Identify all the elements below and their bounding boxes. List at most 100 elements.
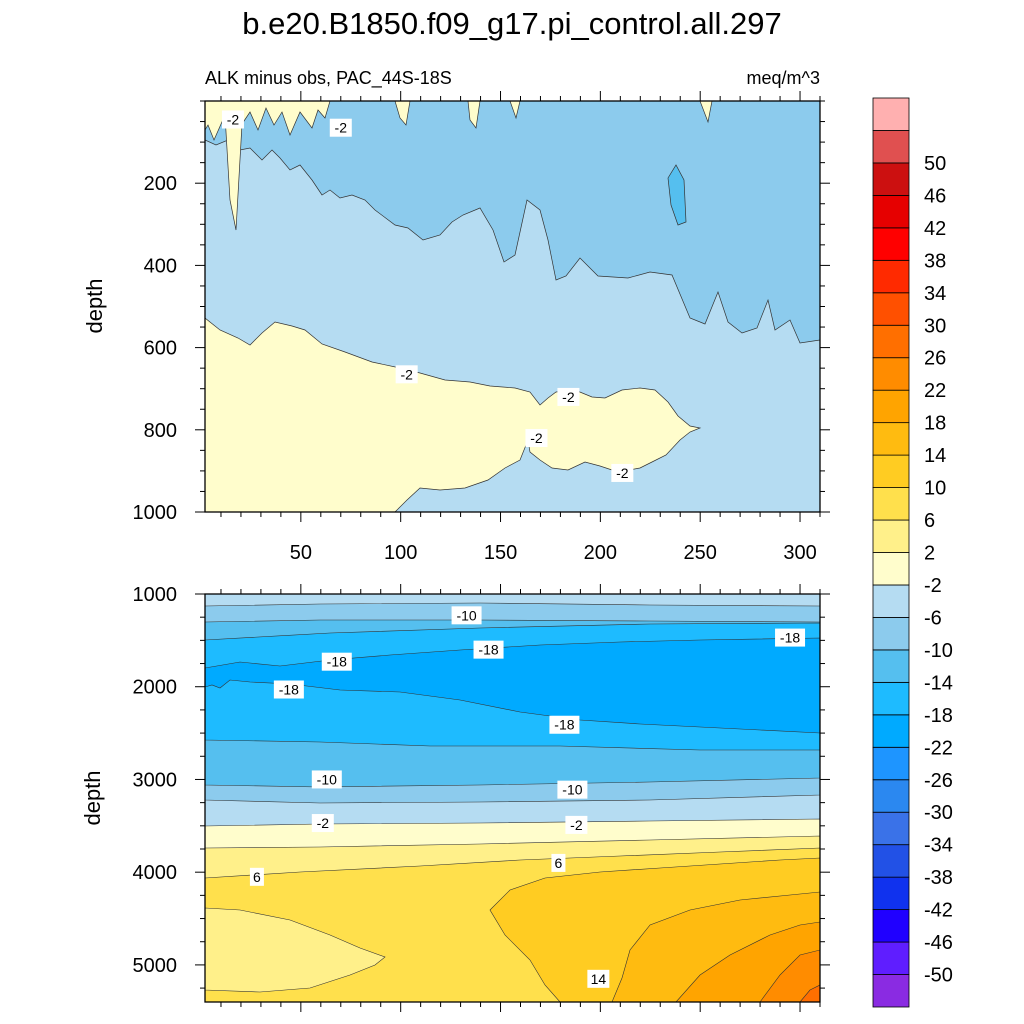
colorbar-swatch xyxy=(872,194,910,229)
colorbar-label: -22 xyxy=(924,737,953,759)
contour-label-box xyxy=(525,429,548,448)
upper-y-axis-label: depth xyxy=(82,278,107,333)
colorbar-label: 42 xyxy=(924,218,946,240)
x-tick-label: 300 xyxy=(783,542,816,564)
upper-contour-labels: -2 -2 -2 -2 -2 -2 xyxy=(221,110,634,482)
contour-label-text: -2 xyxy=(227,111,240,127)
upper-band-minus-6 xyxy=(205,101,820,344)
contour-label-text: 6 xyxy=(253,869,261,885)
colorbar-label: 6 xyxy=(924,510,935,532)
colorbar-label: -38 xyxy=(924,867,953,889)
colorbar-label: 38 xyxy=(924,250,946,272)
x-tick-label: 100 xyxy=(384,542,417,564)
colorbar-label: -10 xyxy=(924,640,953,662)
x-tick-label: 250 xyxy=(684,542,717,564)
lower-y-axis-label: depth xyxy=(80,770,105,825)
contour-label: -2 xyxy=(329,118,352,137)
lower-band-minus-22 xyxy=(205,637,820,734)
x-tick-label: 50 xyxy=(290,542,312,564)
colorbar-label: 26 xyxy=(924,348,946,370)
contour-label-box xyxy=(587,969,610,988)
contour-label-text: -10 xyxy=(562,782,582,798)
y-tick-label: 3000 xyxy=(133,769,178,791)
colorbar-label: 22 xyxy=(924,380,946,402)
colorbar-swatch xyxy=(872,909,910,943)
contour-label: -2 xyxy=(311,814,334,833)
colorbar-swatch xyxy=(872,519,910,553)
contour-label-box xyxy=(273,680,304,699)
colorbar-label: -30 xyxy=(924,802,953,824)
contour-label-text: -10 xyxy=(317,771,337,787)
figure-title: b.e20.B1850.f09_g17.pi_control.all.297 xyxy=(242,6,782,41)
colorbar-swatch xyxy=(872,292,910,326)
y-tick-label: 2000 xyxy=(133,677,178,699)
lower-contour-labels: -10 -18 -18 -18 -18 -18 -10 -10 -2 -2 6 6 14 xyxy=(249,606,806,988)
colorbar-swatch xyxy=(872,487,910,521)
contour-label-box xyxy=(549,715,580,734)
colorbar: -50-46-42-38-34-30-26-22-18-14-10-6-2261… xyxy=(872,97,953,1008)
colorbar-label: 30 xyxy=(924,315,946,337)
colorbar-swatch xyxy=(872,259,910,294)
contour-label-box xyxy=(775,628,806,647)
x-tick-label: 150 xyxy=(484,542,517,564)
colorbar-swatch xyxy=(872,584,910,618)
y-tick-label: 400 xyxy=(144,255,177,277)
colorbar-swatch xyxy=(872,422,910,456)
y-tick-label: 600 xyxy=(144,338,177,360)
colorbar-swatch xyxy=(872,746,910,781)
lower-band-26 xyxy=(799,984,820,1002)
contour-label-box xyxy=(611,463,634,482)
lower-axes: 1000 2000 3000 4000 5000 xyxy=(133,584,830,1012)
contour-label-text: -18 xyxy=(780,630,800,646)
contour-label-text: -2 xyxy=(570,817,583,833)
contour-label-box xyxy=(329,118,352,137)
colorbar-swatch xyxy=(872,876,910,911)
contour-label: -10 xyxy=(451,606,482,625)
colorbar-swatch xyxy=(872,162,910,196)
contour-label: -2 xyxy=(565,815,588,834)
contour-label: -10 xyxy=(557,780,588,799)
contour-label-text: -18 xyxy=(327,654,347,670)
x-tick-label: 200 xyxy=(584,542,617,564)
colorbar-swatch xyxy=(872,811,910,846)
colorbar-label: 34 xyxy=(924,283,946,305)
colorbar-swatch xyxy=(872,779,910,813)
contour-label: -18 xyxy=(473,640,504,659)
y-tick-label: 200 xyxy=(144,173,177,195)
colorbar-swatch xyxy=(872,357,910,391)
contour-label: 6 xyxy=(249,867,264,886)
colorbar-label: -2 xyxy=(924,575,942,597)
colorbar-label: 2 xyxy=(924,543,935,565)
y-tick-label: 1000 xyxy=(133,584,178,606)
colorbar-swatch xyxy=(872,844,910,878)
contour-label-box xyxy=(551,853,566,872)
contour-label: -18 xyxy=(775,628,806,647)
contour-label-text: -2 xyxy=(335,120,348,136)
upper-panel xyxy=(205,101,820,512)
subtitle-right: meq/m^3 xyxy=(747,68,820,88)
colorbar-swatch xyxy=(872,97,910,131)
contour-label: -10 xyxy=(311,770,342,789)
colorbar-swatch xyxy=(872,941,910,975)
colorbar-swatch xyxy=(872,454,910,488)
contour-label-box xyxy=(311,814,334,833)
contour-label-text: -2 xyxy=(317,815,330,831)
lower-plot-frame xyxy=(204,593,821,1003)
colorbar-swatch xyxy=(872,324,910,359)
lower-patch-2-deep xyxy=(205,907,386,993)
contour-label-text: -2 xyxy=(562,389,575,405)
colorbar-swatch xyxy=(872,974,910,1008)
contour-label: -18 xyxy=(273,680,304,699)
contour-label-box xyxy=(321,652,352,671)
contour-label-box xyxy=(473,640,504,659)
colorbar-label: 18 xyxy=(924,413,946,435)
contour-label-box xyxy=(557,387,580,406)
colorbar-swatch xyxy=(872,227,910,261)
contour-label: -18 xyxy=(321,652,352,671)
contour-label-text: -2 xyxy=(400,366,413,382)
contour-label-text: -18 xyxy=(279,682,299,698)
contour-label: 14 xyxy=(587,969,610,988)
contour-label-text: 14 xyxy=(591,971,607,987)
contour-label-box xyxy=(451,606,482,625)
contour-label: -2 xyxy=(525,429,548,448)
